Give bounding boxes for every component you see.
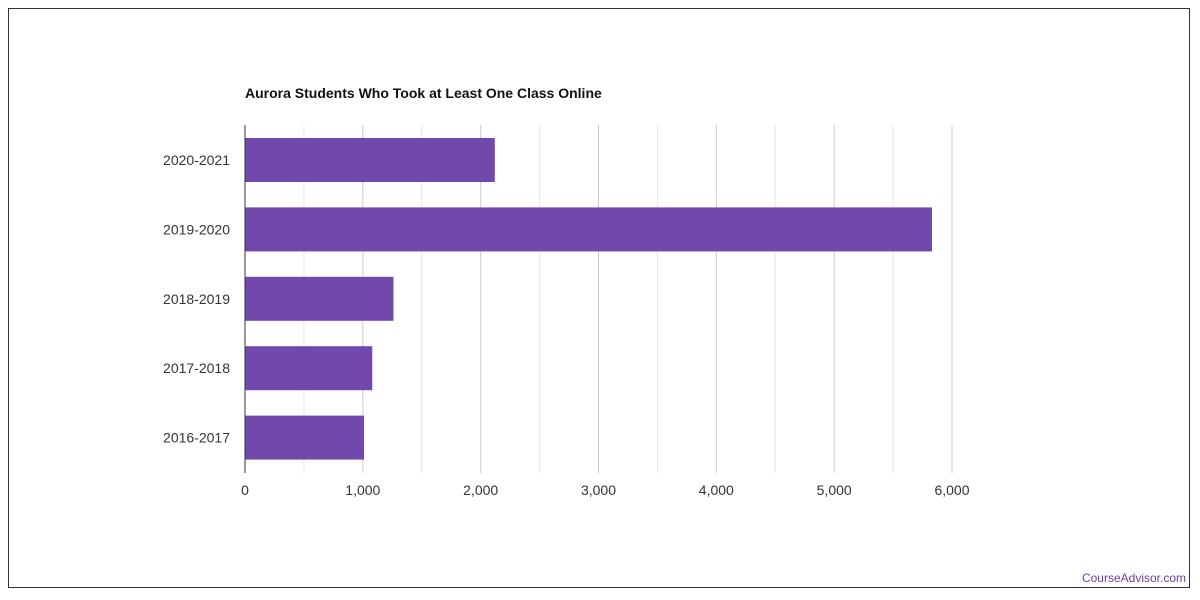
bars — [245, 138, 932, 460]
courseadvisor-watermark[interactable]: CourseAdvisor.com — [1081, 571, 1186, 585]
category-label: 2019-2020 — [163, 221, 230, 237]
x-tick-label: 1,000 — [345, 482, 380, 498]
x-tick-label: 3,000 — [581, 482, 616, 498]
category-label: 2017-2018 — [163, 360, 230, 376]
x-tick-label: 6,000 — [934, 482, 969, 498]
category-label: 2020-2021 — [163, 152, 230, 168]
category-label: 2018-2019 — [163, 291, 230, 307]
x-tick-label: 2,000 — [463, 482, 498, 498]
bar-2020-2021[interactable] — [245, 138, 495, 182]
x-tick-label: 5,000 — [817, 482, 852, 498]
category-label: 2016-2017 — [163, 430, 230, 446]
bar-2019-2020[interactable] — [245, 207, 932, 252]
bar-2016-2017[interactable] — [245, 415, 365, 460]
chart-title: Aurora Students Who Took at Least One Cl… — [245, 85, 602, 101]
axis-labels: 2020-2021 2019-2020 2018-2019 2017-2018 2016… — [163, 152, 970, 498]
x-tick-label: 4,000 — [699, 482, 734, 498]
x-tick-label: 0 — [241, 482, 249, 498]
bar-2017-2018[interactable] — [245, 346, 373, 391]
bar-2018-2019[interactable] — [245, 276, 394, 321]
